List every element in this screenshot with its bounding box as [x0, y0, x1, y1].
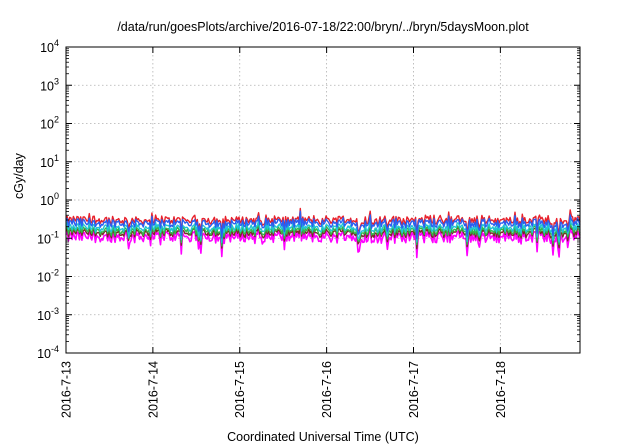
x-tick-label: 2016-7-16: [320, 361, 334, 418]
y-tick-label: 103: [40, 76, 59, 93]
y-tick-label: 101: [40, 153, 59, 170]
grid: [66, 47, 580, 353]
chart-title: /data/run/goesPlots/archive/2016-07-18/2…: [117, 20, 529, 34]
x-tick-label: 2016-7-13: [60, 361, 74, 418]
y-tick-label: 104: [40, 38, 59, 55]
y-tick-labels: 10-4 10-3 10-2 10-1 100 101 102 103 104: [37, 38, 59, 361]
y-tick-label: 10-2: [37, 268, 59, 285]
x-tick-labels: 2016-7-13 2016-7-14 2016-7-15 2016-7-16 2016…: [60, 361, 508, 418]
y-tick-label: 100: [40, 191, 59, 208]
series-line: [65, 210, 581, 240]
y-tick-label: 10-4: [37, 344, 59, 361]
x-axis-label: Coordinated Universal Time (UTC): [227, 430, 419, 444]
series-layer: [65, 207, 581, 259]
ticks: [65, 46, 580, 354]
y-tick-label: 10-1: [37, 229, 59, 246]
x-tick-label: 2016-7-15: [233, 361, 247, 418]
x-tick-label: 2016-7-14: [146, 361, 160, 418]
x-tick-label: 2016-7-18: [494, 361, 508, 418]
y-tick-label: 102: [40, 115, 59, 132]
x-tick-label: 2016-7-17: [407, 361, 421, 418]
y-tick-label: 10-3: [37, 306, 59, 323]
